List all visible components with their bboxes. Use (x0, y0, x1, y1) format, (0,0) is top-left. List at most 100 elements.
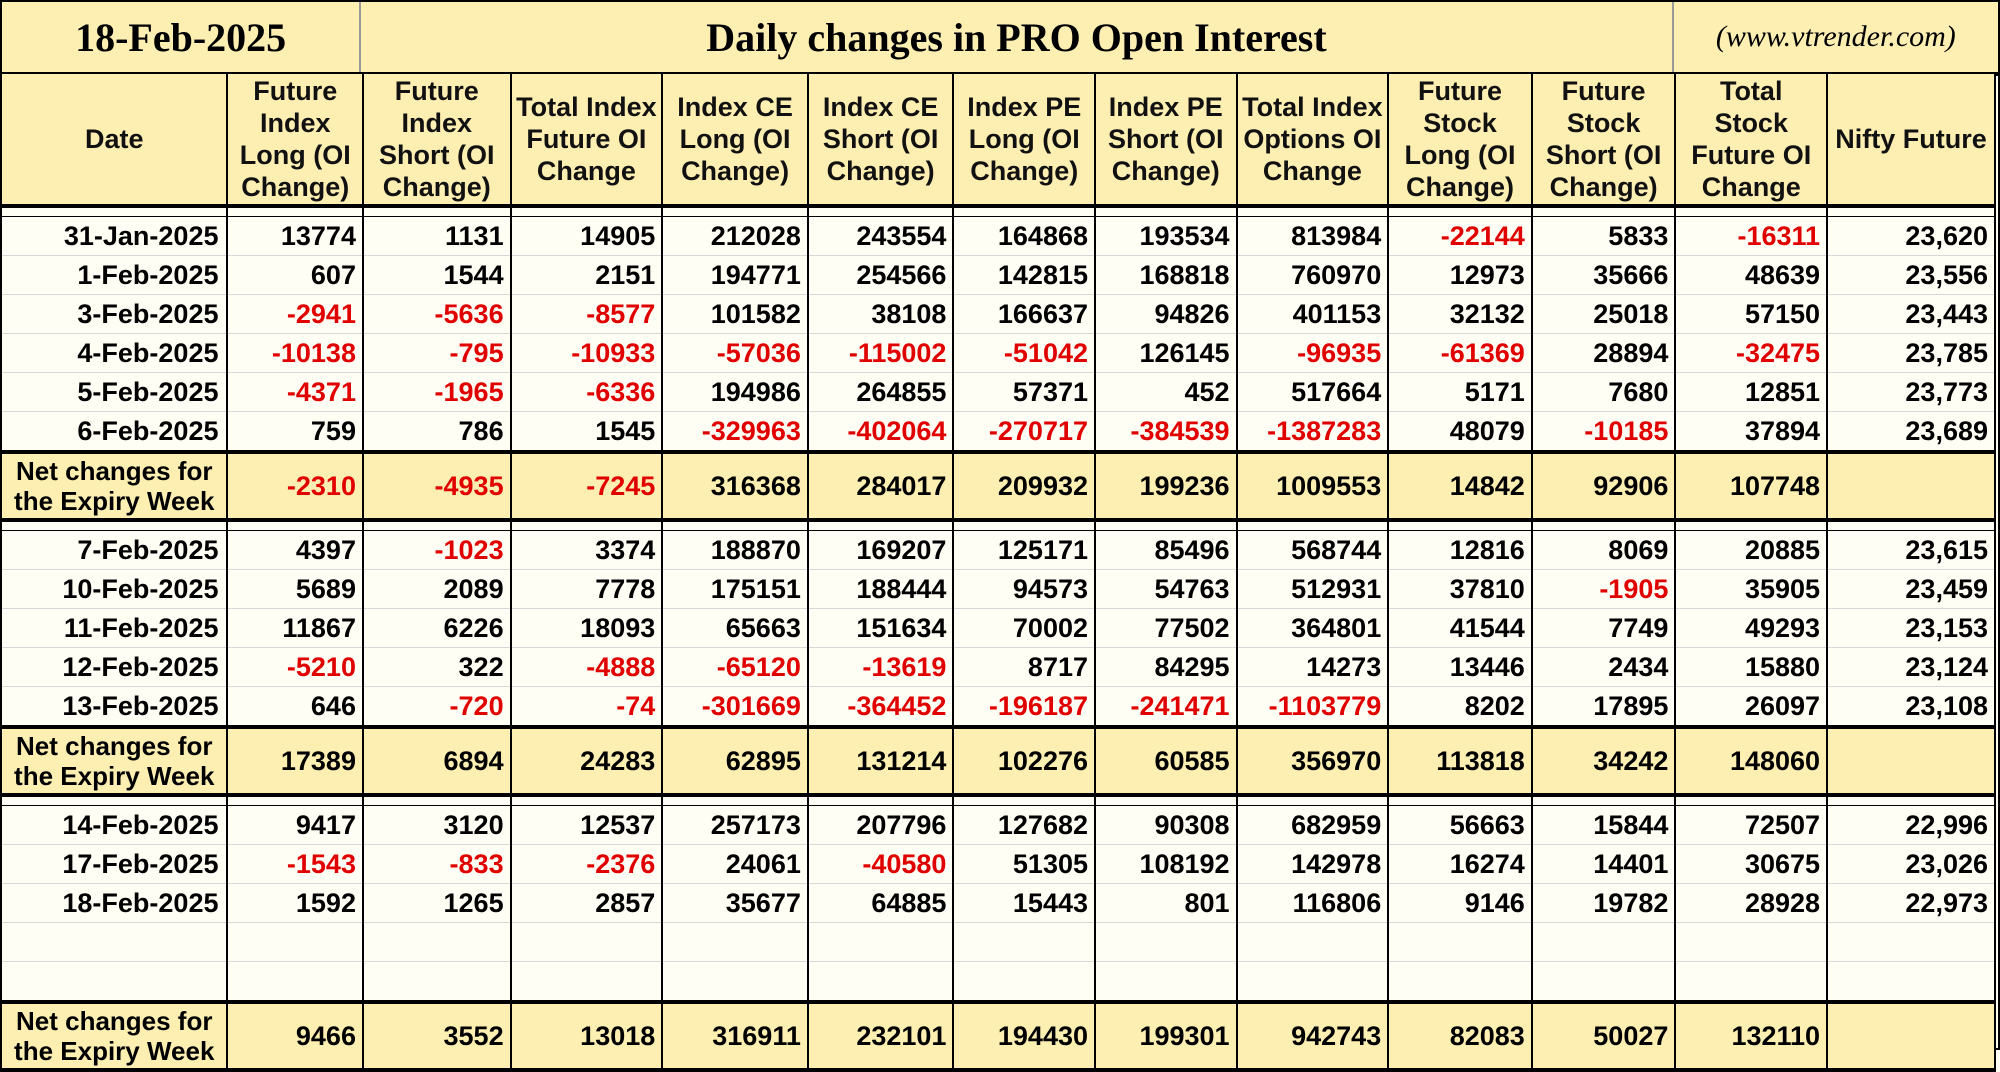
value-cell: 175151 (661, 569, 809, 609)
value-cell: 23,556 (1826, 255, 1996, 295)
date-cell (0, 922, 229, 962)
value-cell: 37894 (1674, 411, 1829, 453)
value-cell: 35905 (1674, 569, 1829, 609)
net-value-cell (1826, 450, 1996, 522)
value-cell: -96935 (1235, 333, 1390, 373)
value-cell: 1131 (361, 216, 512, 256)
date-cell: 12-Feb-2025 (0, 647, 229, 687)
value-cell (1674, 922, 1829, 962)
net-value-cell: -4935 (361, 450, 512, 522)
net-changes-label: Net changes for the Expiry Week (0, 450, 229, 522)
value-cell: 15844 (1530, 805, 1677, 845)
date-cell: 1-Feb-2025 (0, 255, 229, 295)
net-value-cell: 13018 (509, 1000, 664, 1072)
value-cell: 23,124 (1826, 647, 1996, 687)
value-cell: 116806 (1235, 883, 1390, 923)
value-cell: 16274 (1387, 844, 1533, 884)
net-value-cell: 50027 (1530, 1000, 1677, 1072)
column-header: Future Index Short (OI Change) (361, 74, 512, 208)
value-cell: 6226 (361, 608, 512, 648)
net-value-cell: 62895 (661, 725, 809, 797)
value-cell: 12851 (1674, 372, 1829, 412)
value-cell: 243554 (806, 216, 955, 256)
value-cell: 5833 (1530, 216, 1677, 256)
net-value-cell: 113818 (1387, 725, 1533, 797)
table-row: 13-Feb-2025 646 -720 -74 -301669 -364452 -1961… (0, 686, 1996, 728)
value-cell: 607 (226, 255, 364, 295)
net-value-cell: 92906 (1530, 450, 1677, 522)
value-cell: -4888 (509, 647, 664, 687)
value-cell: -241471 (1094, 686, 1238, 728)
net-value-cell: 284017 (806, 450, 955, 522)
value-cell (1235, 922, 1390, 962)
value-cell: 760970 (1235, 255, 1390, 295)
value-cell: -51042 (952, 333, 1096, 373)
value-cell: -40580 (806, 844, 955, 884)
value-cell: -5210 (226, 647, 364, 687)
net-value-cell: 942743 (1235, 1000, 1390, 1072)
value-cell: 30675 (1674, 844, 1829, 884)
value-cell: -4371 (226, 372, 364, 412)
value-cell: 1544 (361, 255, 512, 295)
value-cell (952, 922, 1096, 962)
value-cell: 207796 (806, 805, 955, 845)
value-cell: -720 (361, 686, 512, 728)
value-cell: 41544 (1387, 608, 1533, 648)
value-cell: 126145 (1094, 333, 1238, 373)
net-changes-row: Net changes for the Expiry Week 9466 3552 1… (0, 1000, 1996, 1072)
value-cell: 54763 (1094, 569, 1238, 609)
value-cell (1530, 961, 1677, 1003)
date-cell: 4-Feb-2025 (0, 333, 229, 373)
value-cell (226, 961, 364, 1003)
net-value-cell: 6894 (361, 725, 512, 797)
column-header: Index CE Long (OI Change) (661, 74, 809, 208)
value-cell: 142978 (1235, 844, 1390, 884)
net-value-cell: 209932 (952, 450, 1096, 522)
group-spacer (0, 520, 1996, 531)
value-cell: 48079 (1387, 411, 1533, 453)
value-cell (361, 961, 512, 1003)
net-value-cell: 102276 (952, 725, 1096, 797)
table-row: 5-Feb-2025 -4371 -1965 -6336 194986 264855 573… (0, 372, 1996, 412)
value-cell: 22,973 (1826, 883, 1996, 923)
value-cell: -1543 (226, 844, 364, 884)
table-row: 10-Feb-2025 5689 2089 7778 175151 188444 94573… (0, 569, 1996, 609)
value-cell: -16311 (1674, 216, 1829, 256)
value-cell: -270717 (952, 411, 1096, 453)
date-cell: 13-Feb-2025 (0, 686, 229, 728)
date-cell: 5-Feb-2025 (0, 372, 229, 412)
net-value-cell: 107748 (1674, 450, 1829, 522)
table-row: 17-Feb-2025 -1543 -833 -2376 24061 -40580 5130… (0, 844, 1996, 884)
value-cell: 65663 (661, 608, 809, 648)
net-changes-row: Net changes for the Expiry Week -2310 -493… (0, 450, 1996, 522)
value-cell: 20885 (1674, 530, 1829, 570)
value-cell: 151634 (806, 608, 955, 648)
value-cell: 24061 (661, 844, 809, 884)
net-value-cell: 9466 (226, 1000, 364, 1072)
value-cell: 264855 (806, 372, 955, 412)
value-cell: 28894 (1530, 333, 1677, 373)
value-cell: 452 (1094, 372, 1238, 412)
table-row: 3-Feb-2025 -2941 -5636 -8577 101582 38108 1666… (0, 294, 1996, 334)
value-cell: 35677 (661, 883, 809, 923)
value-cell: 12816 (1387, 530, 1533, 570)
net-value-cell: 131214 (806, 725, 955, 797)
value-cell: 12537 (509, 805, 664, 845)
value-cell: 8717 (952, 647, 1096, 687)
value-cell: 322 (361, 647, 512, 687)
table-row: 6-Feb-2025 759 786 1545 -329963 -402064 -27071… (0, 411, 1996, 453)
table-row: 12-Feb-2025 -5210 322 -4888 -65120 -13619 8717… (0, 647, 1996, 687)
value-cell: 72507 (1674, 805, 1829, 845)
value-cell: 1545 (509, 411, 664, 453)
net-changes-label: Net changes for the Expiry Week (0, 725, 229, 797)
date-cell: 17-Feb-2025 (0, 844, 229, 884)
value-cell (509, 922, 664, 962)
value-cell: 84295 (1094, 647, 1238, 687)
value-cell: 18093 (509, 608, 664, 648)
value-cell: -2941 (226, 294, 364, 334)
value-cell: 94826 (1094, 294, 1238, 334)
report-header: 18-Feb-2025 Daily changes in PRO Open In… (2, 2, 1998, 76)
net-value-cell: 199236 (1094, 450, 1238, 522)
empty-row (0, 922, 1996, 962)
value-cell: 90308 (1094, 805, 1238, 845)
